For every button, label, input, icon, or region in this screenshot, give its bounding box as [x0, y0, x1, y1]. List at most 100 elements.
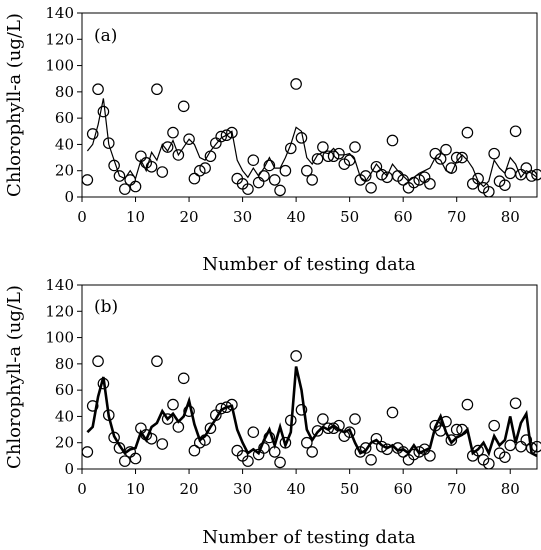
observed-point [226, 398, 238, 411]
observed-point [274, 184, 286, 197]
y-tick-label: 40 [55, 407, 74, 425]
observed-point [359, 170, 372, 182]
observed-point [86, 400, 99, 412]
observed-point [242, 455, 254, 467]
y-tick-label: 100 [45, 57, 74, 75]
observed-point [247, 426, 260, 438]
y-tick-label: 0 [64, 188, 74, 206]
observed-point [375, 440, 388, 453]
observed-point [86, 128, 99, 140]
observed-point [145, 432, 158, 445]
observed-point [226, 126, 238, 139]
observed-point [167, 398, 179, 411]
observed-point [504, 439, 517, 452]
observed-point [188, 172, 201, 185]
observed-point [525, 170, 538, 182]
x-tick-label: 70 [447, 480, 466, 498]
observed-point [333, 147, 345, 160]
panel-a-y-axis-title: Chlorophyll-a (ug/L) [4, 13, 25, 197]
observed-point [113, 170, 126, 182]
panel-a-y-ticks: 0 20 40 60 80 100 120 140 [45, 4, 82, 206]
observed-point [520, 162, 533, 174]
x-tick-label: 10 [126, 208, 145, 226]
panel-a-observed-points [81, 78, 541, 198]
observed-point [515, 440, 527, 453]
observed-point [499, 179, 511, 191]
panel-a-plot-frame [81, 12, 538, 198]
panel-b-x-ticks: 0 10 20 30 40 50 60 70 80 [77, 469, 520, 498]
observed-point [343, 154, 356, 166]
observed-point [349, 141, 361, 153]
observed-point [119, 455, 131, 467]
observed-point [193, 164, 206, 177]
y-tick-label: 120 [45, 30, 74, 48]
panel-b-x-axis-title: Number of testing data [202, 527, 416, 548]
observed-point [456, 151, 468, 164]
observed-point [531, 168, 541, 181]
y-tick-label: 40 [55, 135, 74, 153]
y-tick-label: 0 [64, 460, 74, 478]
observed-point [242, 183, 254, 195]
observed-point [440, 415, 452, 428]
observed-point [177, 100, 190, 113]
x-tick-label: 80 [501, 480, 520, 498]
observed-point [311, 425, 324, 437]
observed-point [434, 153, 447, 165]
observed-point [193, 436, 206, 449]
observed-point [450, 423, 463, 436]
observed-point [151, 355, 163, 368]
observed-point [306, 446, 318, 458]
observed-point [472, 172, 484, 185]
observed-point [445, 434, 458, 446]
observed-point [509, 397, 522, 410]
observed-point [284, 414, 297, 427]
observed-point [365, 453, 377, 466]
x-tick-label: 60 [394, 480, 413, 498]
observed-point [167, 126, 179, 139]
observed-point [408, 448, 420, 461]
observed-point [258, 170, 270, 182]
observed-point [199, 162, 211, 174]
observed-point [102, 137, 115, 149]
observed-point [145, 160, 158, 173]
observed-point [397, 446, 409, 458]
observed-point [199, 434, 211, 446]
observed-point [461, 126, 474, 139]
x-tick-label: 50 [340, 208, 359, 226]
y-tick-label: 20 [55, 162, 74, 180]
observed-point [327, 150, 340, 163]
observed-point [252, 176, 265, 189]
observed-point [119, 183, 131, 195]
panel-a-label: (a) [94, 26, 117, 46]
observed-point [113, 442, 126, 454]
observed-point [161, 141, 174, 153]
x-tick-label: 20 [180, 208, 199, 226]
panel-b-y-axis-title: Chlorophyll-a (ug/L) [4, 285, 25, 469]
observed-point [424, 450, 436, 462]
panel-b-plot-frame [81, 284, 538, 470]
observed-point [317, 413, 329, 425]
observed-point [483, 457, 495, 470]
y-tick-label: 60 [55, 381, 74, 399]
observed-point [365, 182, 377, 194]
y-tick-label: 20 [55, 434, 74, 452]
observed-point [370, 432, 383, 445]
y-tick-label: 100 [45, 329, 74, 347]
observed-point [279, 436, 292, 449]
observed-point [424, 178, 436, 190]
observed-point [263, 159, 276, 172]
observed-point [349, 413, 361, 425]
y-tick-label: 80 [55, 355, 74, 373]
observed-point [322, 150, 335, 163]
observed-point [445, 162, 458, 174]
observed-point [520, 434, 533, 446]
x-tick-label: 0 [77, 480, 87, 498]
observed-point [81, 174, 94, 186]
x-tick-label: 70 [447, 208, 466, 226]
observed-point [509, 125, 522, 138]
observed-point [215, 402, 227, 415]
observed-point [472, 444, 484, 457]
y-tick-label: 80 [55, 83, 74, 101]
x-tick-label: 30 [233, 208, 252, 226]
observed-point [370, 160, 383, 173]
